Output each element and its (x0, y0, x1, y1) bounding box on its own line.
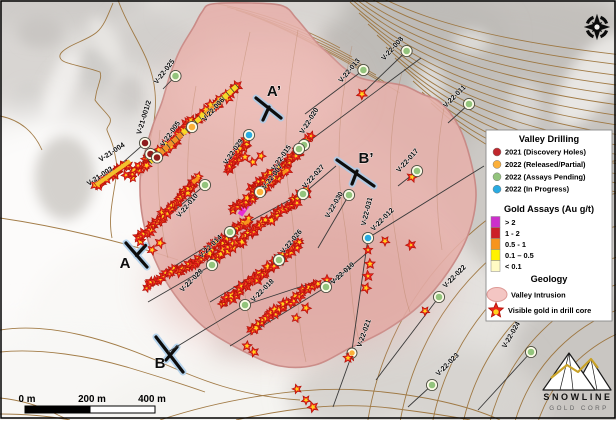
svg-text:B: B (155, 355, 166, 372)
svg-text:Geology: Geology (531, 274, 569, 284)
svg-text:SNOWLINE: SNOWLINE (543, 392, 612, 402)
svg-text:A’: A’ (267, 83, 281, 100)
svg-text:> 2: > 2 (505, 218, 515, 227)
svg-text:2022 (Assays Pending): 2022 (Assays Pending) (505, 172, 586, 181)
svg-text:0.5 - 1: 0.5 - 1 (505, 240, 526, 249)
svg-text:1 - 2: 1 - 2 (505, 229, 520, 238)
svg-text:B’: B’ (359, 150, 374, 167)
svg-text:Gold Assays (Au g/t): Gold Assays (Au g/t) (504, 204, 594, 214)
svg-text:0.1 – 0.5: 0.1 – 0.5 (505, 251, 534, 260)
svg-text:A: A (120, 255, 131, 272)
svg-text:Valley Drilling: Valley Drilling (519, 134, 579, 144)
svg-text:0 m: 0 m (19, 394, 36, 405)
svg-text:Visible gold in drill core: Visible gold in drill core (508, 306, 591, 315)
svg-text:2021 (Discovery Holes): 2021 (Discovery Holes) (505, 148, 586, 157)
svg-text:GOLD CORP: GOLD CORP (549, 405, 608, 412)
svg-text:2022 (Released/Partial): 2022 (Released/Partial) (505, 160, 586, 169)
svg-text:Valley Intrusion: Valley Intrusion (511, 291, 566, 300)
svg-text:200 m: 200 m (78, 394, 106, 405)
svg-text:400 m: 400 m (138, 394, 166, 405)
svg-text:< 0.1: < 0.1 (505, 262, 522, 271)
svg-text:2022 (In Progress): 2022 (In Progress) (505, 185, 570, 194)
